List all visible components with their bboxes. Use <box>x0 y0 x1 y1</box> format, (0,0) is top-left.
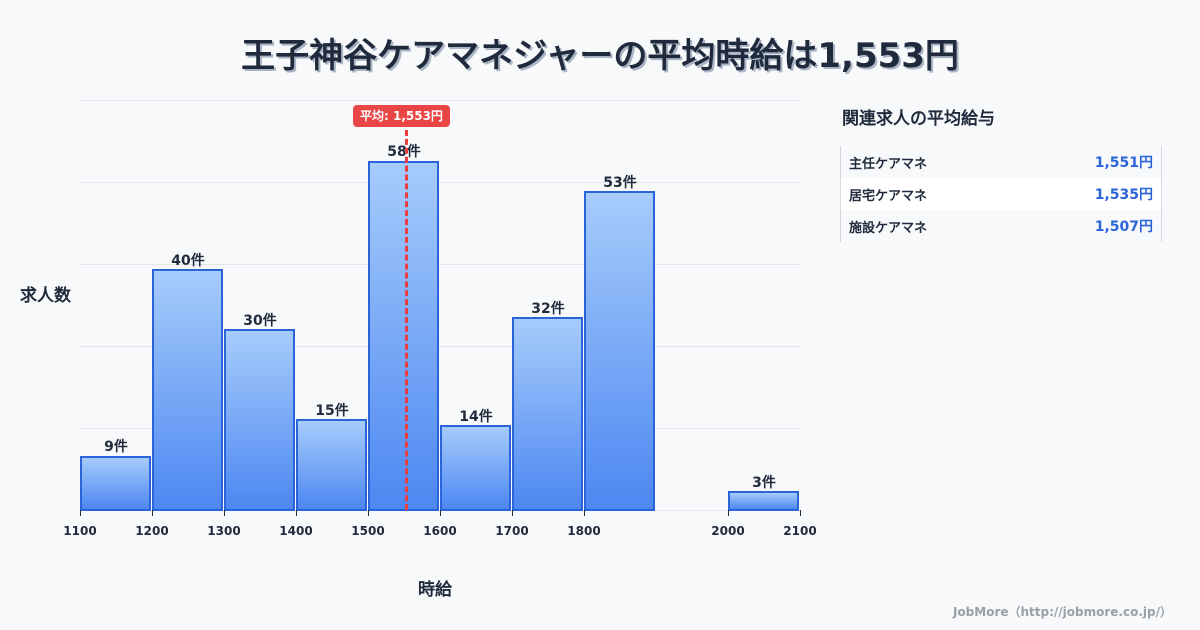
x-tick-label: 1700 <box>495 524 529 538</box>
x-tick-label: 1300 <box>207 524 241 538</box>
bar-label: 3件 <box>752 475 776 491</box>
bar-1100 <box>80 456 151 511</box>
related-job-name: 施設ケアマネ <box>849 220 928 236</box>
bar-1400 <box>296 419 367 511</box>
x-tick <box>152 510 153 516</box>
related-job-value: 1,535円 <box>1094 187 1153 203</box>
histogram-chart: 9件 40件 30件 15件 58件 14件 32件 53件 3件 平均: 1,… <box>20 100 817 600</box>
gridline <box>80 346 800 347</box>
bar-label: 14件 <box>459 409 493 425</box>
x-axis-label: 時給 <box>418 580 452 600</box>
bar-label: 9件 <box>104 439 128 455</box>
x-tick <box>800 510 801 516</box>
footer-credit: JobMore（http://jobmore.co.jp/） <box>952 605 1172 619</box>
chart-title: 王子神谷ケアマネジャーの平均時給は1,553円 <box>241 36 959 76</box>
bar-label: 58件 <box>387 144 421 160</box>
x-tick-label: 1100 <box>63 524 97 538</box>
x-tick-label: 2000 <box>711 524 745 538</box>
related-row: 施設ケアマネ 1,507円 <box>841 210 1161 242</box>
gridline <box>80 182 800 183</box>
bar-1300 <box>224 329 295 511</box>
gridline <box>80 100 800 101</box>
bar-label: 32件 <box>531 301 565 317</box>
x-tick-label: 2100 <box>783 524 817 538</box>
related-job-value: 1,507円 <box>1094 219 1153 235</box>
related-job-name: 主任ケアマネ <box>849 156 928 172</box>
gridline <box>80 264 800 265</box>
average-line <box>405 130 408 510</box>
x-tick <box>368 510 369 516</box>
y-axis-label: 求人数 <box>20 286 71 306</box>
related-row: 主任ケアマネ 1,551円 <box>841 146 1161 178</box>
bar-1500 <box>368 161 439 511</box>
related-row: 居宅ケアマネ 1,535円 <box>841 178 1161 210</box>
bar-label: 53件 <box>603 175 637 191</box>
bar-1700 <box>512 317 583 511</box>
related-job-name: 居宅ケアマネ <box>849 188 928 204</box>
x-tick-label: 1400 <box>279 524 313 538</box>
x-tick <box>512 510 513 516</box>
bar-label: 15件 <box>315 403 349 419</box>
bar-2000 <box>728 491 799 511</box>
x-tick <box>80 510 81 516</box>
x-tick <box>224 510 225 516</box>
bar-1200 <box>152 269 223 511</box>
related-salary-table: 主任ケアマネ 1,551円 居宅ケアマネ 1,535円 施設ケアマネ 1,507… <box>840 146 1162 242</box>
x-tick <box>296 510 297 516</box>
x-tick <box>584 510 585 516</box>
x-tick-label: 1500 <box>351 524 385 538</box>
x-tick-label: 1200 <box>135 524 169 538</box>
x-tick-label: 1800 <box>567 524 601 538</box>
bar-label: 40件 <box>171 253 205 269</box>
bar-1600 <box>440 425 511 511</box>
x-tick-label: 1600 <box>423 524 457 538</box>
average-badge: 平均: 1,553円 <box>353 105 450 127</box>
x-tick <box>728 510 729 516</box>
related-salary-title: 関連求人の平均給与 <box>842 109 995 129</box>
related-job-value: 1,551円 <box>1094 155 1153 171</box>
bar-1800 <box>584 191 655 511</box>
x-tick <box>440 510 441 516</box>
bar-label: 30件 <box>243 313 277 329</box>
